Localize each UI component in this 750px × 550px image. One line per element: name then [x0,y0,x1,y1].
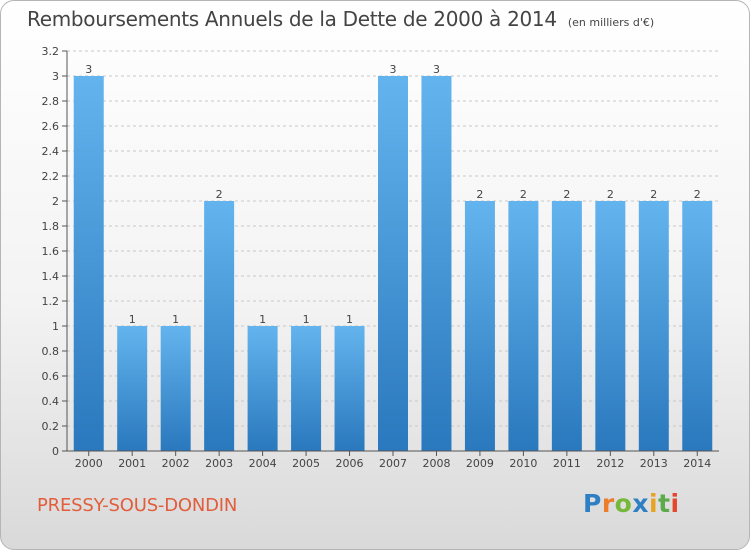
data-label: 2 [650,188,657,201]
data-label: 2 [216,188,223,201]
y-tick-label: 0.4 [42,395,60,408]
y-tick-label: 1.4 [42,270,60,283]
data-label: 2 [694,188,701,201]
data-label: 2 [563,188,570,201]
y-tick-label: 2.6 [42,120,60,133]
bar [595,201,626,451]
y-tick-label: 0 [52,445,59,458]
y-tick-label: 0.6 [42,370,60,383]
y-tick-label: 3.2 [42,45,60,58]
data-label: 2 [607,188,614,201]
logo-letter: i [649,489,659,518]
y-tick-label: 1 [52,320,59,333]
y-tick-label: 1.2 [42,295,60,308]
x-tick-label: 2005 [292,457,320,470]
chart-title-block: Remboursements Annuels de la Dette de 20… [27,7,654,31]
y-tick-label: 2.8 [42,95,60,108]
data-label: 1 [346,313,353,326]
proxiti-logo: Proxiti [583,489,680,518]
y-tick-label: 2 [52,195,59,208]
y-tick-label: 0.8 [42,345,60,358]
x-tick-label: 2013 [640,457,668,470]
data-label: 1 [129,313,136,326]
bar [247,326,278,451]
bars [73,76,713,451]
data-label: 2 [520,188,527,201]
bar [508,201,539,451]
x-tick-label: 2009 [466,457,494,470]
logo-letter: x [632,489,649,518]
y-tick-label: 3 [52,70,59,83]
data-label: 3 [433,63,440,76]
bar [682,201,713,451]
labels: 0 0.2 0.4 0.6 0.8 1 1.2 1.4 1.6 1.8 2 2.2 2.4 2.6 2.8 3… [42,45,712,470]
logo-letter: i [670,489,680,518]
axes [62,50,719,456]
x-tick-label: 2008 [422,457,450,470]
location-name: PRESSY-SOUS-DONDIN [37,495,238,516]
x-tick-label: 2011 [553,457,581,470]
x-tick-label: 2007 [379,457,407,470]
chart-title: Remboursements Annuels de la Dette de 20… [27,7,557,31]
chart-unit-note: (en milliers d'€) [567,16,655,29]
data-label: 1 [259,313,266,326]
logo-letter: o [614,489,633,518]
x-tick-label: 2010 [509,457,537,470]
x-tick-label: 2003 [205,457,233,470]
x-tick-label: 2002 [162,457,190,470]
bar [160,326,191,451]
bar [204,201,235,451]
bar [291,326,322,451]
bar [334,326,365,451]
x-tick-label: 2001 [118,457,146,470]
data-label: 3 [85,63,92,76]
y-tick-label: 2.2 [42,170,60,183]
x-tick-label: 2012 [596,457,624,470]
bar [464,201,495,451]
data-label: 2 [476,188,483,201]
x-tick-label: 2014 [683,457,711,470]
logo-letter: r [601,489,615,518]
y-tick-label: 1.6 [42,245,60,258]
bar [117,326,148,451]
logo-letter: P [583,489,602,518]
logo-letter: t [658,489,671,518]
y-tick-label: 1.8 [42,220,60,233]
bar [638,201,669,451]
x-tick-label: 2004 [249,457,277,470]
bar [421,76,452,451]
bar [378,76,408,451]
y-tick-label: 2.4 [42,145,60,158]
data-label: 1 [172,313,179,326]
x-tick-label: 2000 [75,457,103,470]
data-label: 1 [303,313,310,326]
x-tick-label: 2006 [336,457,364,470]
bar [73,76,104,451]
bar [551,201,582,451]
y-tick-label: 0.2 [42,420,60,433]
data-label: 3 [390,63,397,76]
